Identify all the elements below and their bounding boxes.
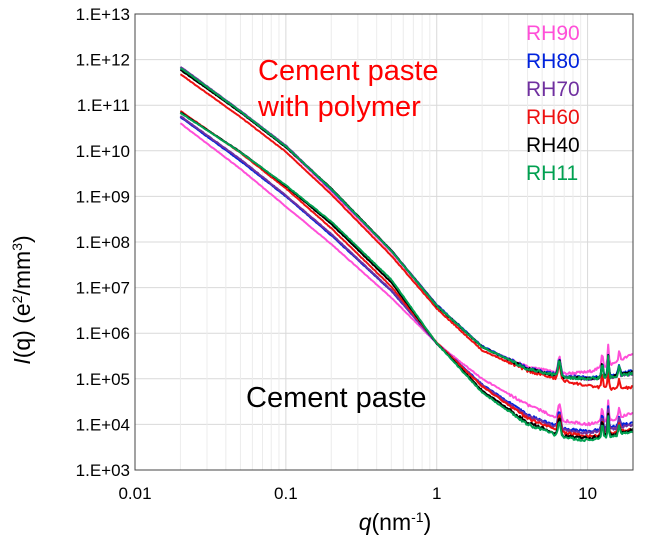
series-line-1-rh90 [179, 122, 633, 427]
y-axis-tick-labels: 1.E+03 1.E+04 1.E+05 1.E+06 1.E+07 1.E+08 1.E+… [76, 5, 130, 480]
y-tick-label-4: 1.E+07 [76, 279, 130, 298]
y-tick-label-2: 1.E+05 [76, 370, 130, 389]
x-tick-label-2: 1 [432, 484, 441, 503]
annotation-polymer-line1: Cement paste [258, 55, 439, 87]
y-tick-label-1: 1.E+04 [76, 415, 130, 434]
y-axis-label-sup1: 2 [9, 295, 25, 303]
y-tick-label-0: 1.E+03 [76, 461, 130, 480]
annotation-cement-paste: Cement paste [246, 382, 427, 414]
y-tick-label-6: 1.E+09 [76, 187, 130, 206]
annotation-polymer-line2: with polymer [257, 91, 421, 123]
legend: RH90 RH80 RH70 RH60 RH40 RH11 [526, 22, 580, 185]
series-line-0-rh11 [179, 67, 633, 381]
y-tick-label-3: 1.E+06 [76, 324, 130, 343]
y-axis-label-main: I [9, 358, 35, 365]
y-tick-label-7: 1.E+10 [76, 142, 130, 161]
series-line-1-rh11 [179, 112, 633, 443]
y-tick-label-9: 1.E+12 [76, 51, 130, 70]
x-tick-label-0: 0.01 [118, 484, 151, 503]
y-tick-label-10: 1.E+13 [76, 5, 130, 24]
y-axis-label-arg: (q) [9, 330, 35, 358]
y-tick-label-8: 1.E+11 [77, 96, 130, 115]
y-axis-label-mid: /mm [9, 251, 35, 296]
x-tick-label-3: 10 [578, 484, 597, 503]
x-axis-label-unit: (nm [372, 509, 412, 535]
legend-entry-rh11: RH11 [526, 162, 578, 185]
x-axis-label-sup: -1 [411, 509, 424, 525]
x-axis-label-close: ) [424, 509, 432, 535]
x-axis-tick-labels: 0.01 0.1 1 10 [118, 484, 597, 503]
x-axis-label: q(nm-1) [359, 509, 432, 535]
y-axis-label-sup2: 3 [9, 243, 25, 251]
legend-entry-rh70: RH70 [526, 78, 580, 101]
x-axis-label-main: q [359, 509, 372, 535]
y-axis-label-close: ) [9, 235, 35, 243]
x-tick-label-1: 0.1 [274, 484, 298, 503]
y-tick-label-5: 1.E+08 [76, 233, 130, 252]
y-axis-label-unit: (e [9, 303, 35, 330]
y-axis-label: I(q) (e2/mm3) [9, 235, 35, 364]
legend-entry-rh40: RH40 [526, 134, 580, 157]
legend-entry-rh60: RH60 [526, 106, 580, 129]
series-group-0 [179, 66, 633, 391]
legend-entry-rh80: RH80 [526, 50, 580, 73]
series-layer [179, 66, 633, 443]
legend-entry-rh90: RH90 [526, 22, 580, 45]
series-group-1 [179, 110, 633, 443]
plot-area-frame [134, 13, 634, 471]
